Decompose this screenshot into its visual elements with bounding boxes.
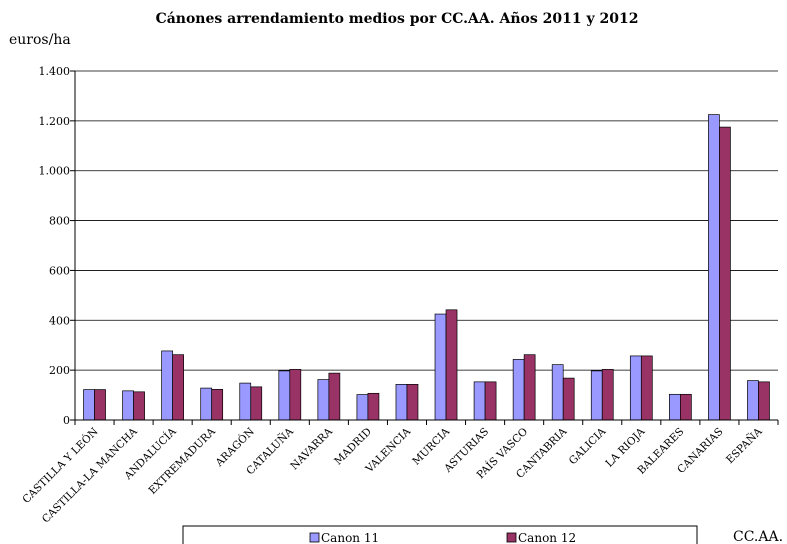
legend: Canon 11 Canon 12 [182, 525, 698, 544]
bar [669, 393, 681, 421]
bar [172, 354, 184, 421]
bar [161, 350, 173, 421]
bar [356, 394, 369, 421]
bar [445, 309, 458, 421]
bar [200, 387, 213, 421]
bar [317, 379, 330, 421]
y-tick-label: 1.400 [39, 65, 71, 78]
bar [133, 391, 145, 421]
y-tick-label: 200 [49, 364, 70, 377]
bar [629, 355, 642, 421]
bar [239, 382, 252, 421]
bar [590, 370, 603, 421]
legend-label: Canon 12 [518, 531, 576, 544]
y-tick-label: 800 [49, 215, 70, 228]
gridlines [75, 70, 778, 371]
bar [562, 377, 575, 421]
bar [211, 388, 224, 421]
bar [434, 313, 447, 421]
bar [289, 369, 302, 421]
x-axis-label: CC.AA. [733, 529, 783, 544]
bar [94, 389, 106, 421]
bar [395, 384, 408, 421]
y-tick-label: 1.200 [39, 115, 71, 128]
legend-swatch [506, 532, 517, 543]
bar [328, 372, 341, 421]
bar [747, 380, 759, 421]
y-tick-label: 400 [49, 314, 70, 327]
legend-box [182, 525, 698, 544]
bars [83, 114, 770, 421]
bar [640, 355, 653, 421]
y-axis-ticks: 0 200 400 600 800 1.000 1.200 1.400 [39, 65, 75, 427]
bar [758, 381, 770, 421]
x-tick-label: ESPAÑA [723, 424, 765, 466]
chart-title: Cánones arrendamiento medios por CC.AA. … [156, 10, 639, 27]
x-tick-label: NAVARRA [288, 425, 335, 472]
y-tick-label: 600 [49, 264, 70, 277]
x-tick-label: CASTILLA Y LEÓN [19, 424, 101, 506]
y-tick-label: 1.000 [39, 165, 71, 178]
bar [523, 354, 536, 421]
bar [512, 359, 525, 421]
bar [278, 370, 291, 421]
bar [406, 384, 419, 421]
bar [551, 364, 564, 421]
legend-swatch [309, 532, 320, 543]
y-axis-label: euros/ha [9, 32, 71, 48]
legend-label: Canon 11 [321, 531, 379, 544]
bar [708, 114, 720, 421]
bar [601, 369, 614, 421]
bar [484, 381, 497, 421]
bar [473, 381, 486, 421]
y-tick-label: 0 [63, 414, 70, 427]
bar [83, 389, 95, 421]
bar [122, 390, 134, 421]
bar [367, 392, 380, 421]
bar [719, 126, 731, 421]
bar [250, 386, 263, 421]
bar [680, 393, 692, 421]
x-tick-label: EXTREMADURA [147, 425, 219, 497]
